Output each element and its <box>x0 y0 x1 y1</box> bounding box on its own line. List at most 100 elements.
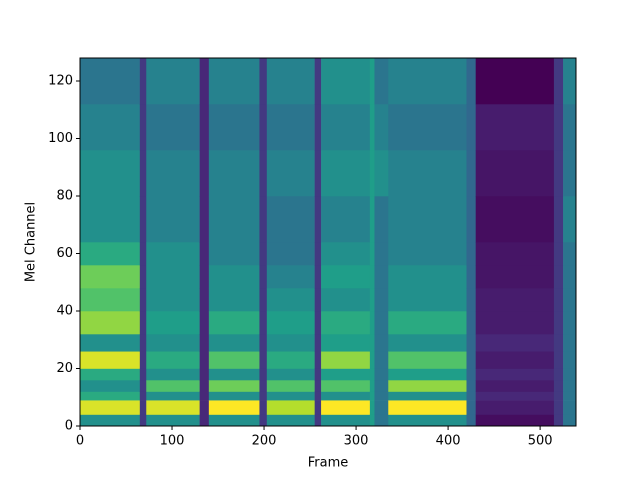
heatmap-cell <box>466 150 476 197</box>
heatmap-cell <box>563 311 577 335</box>
heatmap-cell <box>259 58 268 105</box>
heatmap-cell <box>374 104 389 151</box>
heatmap-cell <box>146 368 200 381</box>
heatmap-cell <box>475 380 555 392</box>
heatmap-cell <box>374 368 389 381</box>
heatmap-cell <box>146 265 200 289</box>
heatmap-cell <box>139 242 147 266</box>
heatmap-cell <box>80 265 141 289</box>
heatmap-cell <box>266 311 315 335</box>
heatmap-cell <box>139 265 147 289</box>
heatmap-cell <box>266 400 315 415</box>
heatmap-cell <box>475 414 555 427</box>
heatmap-cell <box>466 288 476 312</box>
heatmap-cell <box>369 58 375 105</box>
heatmap-cell <box>314 400 322 415</box>
heatmap-cell <box>208 351 260 369</box>
heatmap-cell <box>208 58 260 105</box>
heatmap-cell <box>208 311 260 335</box>
heatmap-cell <box>466 104 476 151</box>
heatmap-cell <box>199 414 210 427</box>
heatmap-cell <box>199 242 210 266</box>
heatmap-cell <box>374 311 389 335</box>
heatmap-cell <box>314 150 322 197</box>
heatmap-cell <box>80 400 141 415</box>
heatmap-cell <box>321 288 371 312</box>
heatmap-cell <box>388 380 467 392</box>
heatmap-cell <box>369 311 375 335</box>
heatmap-cell <box>266 265 315 289</box>
heatmap-cell <box>563 368 577 381</box>
heatmap-cell <box>80 414 141 427</box>
heatmap-cell <box>369 288 375 312</box>
heatmap-cell <box>563 380 577 392</box>
heatmap-cell <box>259 368 268 381</box>
heatmap-cell <box>314 334 322 352</box>
heatmap-cell <box>139 351 147 369</box>
heatmap-cell <box>321 104 371 151</box>
heatmap-cell <box>146 288 200 312</box>
heatmap-cell <box>314 288 322 312</box>
heatmap-cell <box>208 380 260 392</box>
heatmap-cell <box>208 150 260 197</box>
heatmap-cell <box>321 242 371 266</box>
heatmap-cell <box>321 414 371 427</box>
heatmap-cell <box>266 242 315 266</box>
heatmap-cell <box>369 265 375 289</box>
heatmap-cell <box>369 391 375 401</box>
y-tick-label: 80 <box>56 189 73 204</box>
heatmap-cell <box>388 391 467 401</box>
y-tick-label: 20 <box>56 361 73 376</box>
heatmap-cell <box>266 288 315 312</box>
heatmap-cell <box>369 242 375 266</box>
heatmap-cell <box>563 351 577 369</box>
heatmap-cell <box>266 196 315 243</box>
heatmap-cell <box>208 104 260 151</box>
heatmap-cell <box>266 104 315 151</box>
heatmap-cell <box>466 380 476 392</box>
heatmap-cell <box>374 414 389 427</box>
heatmap-cell <box>374 400 389 415</box>
heatmap-cell <box>475 150 555 197</box>
heatmap-cell <box>146 104 200 151</box>
heatmap-cell <box>259 391 268 401</box>
heatmap-cell <box>199 380 210 392</box>
heatmap-cell <box>259 334 268 352</box>
heatmap-cell <box>314 58 322 105</box>
heatmap-cell <box>388 265 467 289</box>
heatmap-cell <box>321 400 371 415</box>
heatmap-cell <box>314 414 322 427</box>
y-tick-label: 0 <box>65 419 73 434</box>
heatmap-cell <box>146 311 200 335</box>
heatmap-cell <box>208 391 260 401</box>
heatmap-cell <box>199 196 210 243</box>
heatmap-cell <box>199 311 210 335</box>
heatmap-cell <box>146 400 200 415</box>
heatmap-cell <box>369 104 375 151</box>
heatmap-cell <box>388 242 467 266</box>
heatmap-cell <box>388 414 467 427</box>
heatmap-cell <box>369 150 375 197</box>
heatmap-cell <box>374 391 389 401</box>
heatmap-cell <box>475 334 555 352</box>
heatmap-cell <box>563 150 577 197</box>
heatmap-cell <box>475 351 555 369</box>
heatmap-cell <box>369 368 375 381</box>
heatmap-cell <box>208 400 260 415</box>
heatmap-cell <box>374 351 389 369</box>
heatmap-cell <box>466 334 476 352</box>
heatmap-cell <box>369 196 375 243</box>
x-tick-label: 500 <box>528 434 553 449</box>
heatmap-cell <box>266 368 315 381</box>
heatmap-cell <box>553 414 564 427</box>
heatmap-cell <box>466 351 476 369</box>
heatmap-cell <box>199 334 210 352</box>
heatmap-cell <box>553 265 564 289</box>
heatmap-cell <box>369 334 375 352</box>
heatmap-cell <box>139 334 147 352</box>
heatmap-cell <box>146 351 200 369</box>
heatmap-cell <box>266 351 315 369</box>
heatmap-cell <box>208 334 260 352</box>
y-tick-label: 120 <box>48 74 73 89</box>
heatmap-cell <box>259 104 268 151</box>
